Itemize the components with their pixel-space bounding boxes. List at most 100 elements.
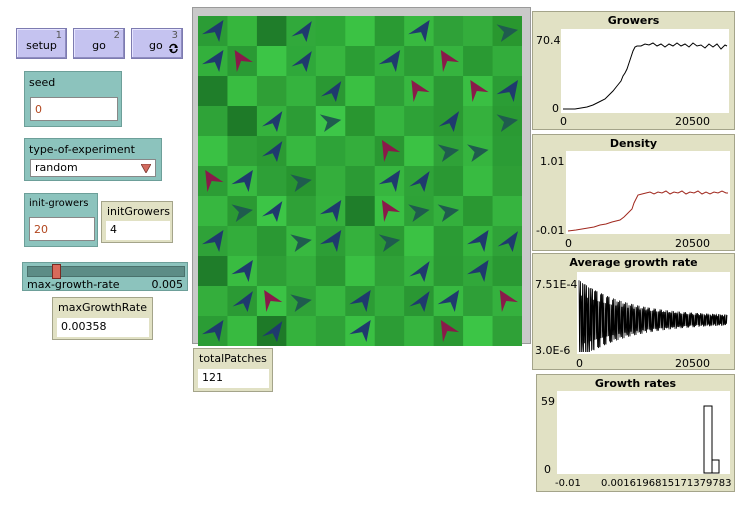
turtle-maroon [470,80,489,102]
total-patches-monitor-label: totalPatches [199,352,267,365]
max-growth-rate-monitor: maxGrowthRate 0.00358 [52,297,153,340]
turtle-blue [231,260,253,282]
patch [345,16,376,47]
patch [492,166,522,197]
turtle-blue [291,21,312,42]
growth-rates-xmin: -0.01 [555,478,581,489]
turtle-maroon [499,290,518,312]
turtle-blue [202,50,224,72]
patch [463,286,494,317]
turtle-blue [378,50,401,72]
seed-label: seed [29,76,56,89]
patch [256,76,287,107]
turtle-blue [261,201,283,222]
setup-button[interactable]: 1 setup [16,28,67,59]
patch [315,166,346,197]
patch [227,16,258,47]
density-series-line [567,190,728,232]
init-growers-input-widget[interactable]: init-growers 20 [24,193,98,247]
patch [286,196,317,227]
slider-knob[interactable] [51,264,61,279]
turtle-maroon [205,170,224,192]
patch [256,16,287,47]
go-once-button[interactable]: 2 go [73,28,125,59]
patch [345,46,376,77]
patch [492,256,522,287]
type-of-experiment-chooser[interactable]: type-of-experiment random [24,138,162,181]
growers-plot-title: Growers [607,14,660,27]
patch-grid[interactable] [198,16,522,346]
patch [492,136,522,167]
average-growth-rate-series-line [578,280,728,353]
histogram-bar-high [703,405,713,474]
patch [433,46,464,77]
patch [227,46,258,77]
patch [286,106,317,137]
go-forever-button[interactable]: 3 go [131,28,183,59]
patch [433,166,464,197]
turtle-teal [437,204,460,222]
patch [345,106,376,137]
turtle-blue [231,170,253,192]
max-growth-rate-monitor-value: 0.00358 [57,318,149,337]
patch [374,316,405,346]
patch [315,256,346,287]
patch [374,136,405,167]
patch [374,256,405,287]
slider-track[interactable] [27,266,185,277]
growers-series-line [563,42,728,110]
turtle-teal [290,294,312,312]
turtle-blue [438,111,460,132]
turtle-blue [409,291,430,312]
patch [404,136,435,167]
density-plot-canvas [566,151,730,234]
patch [227,76,258,107]
patch [374,106,405,137]
growers-ymin: 0 [552,102,559,115]
dropdown-arrow-icon [141,164,151,173]
turtle-teal [496,114,518,132]
patch [492,196,522,227]
turtle-blue [291,51,312,72]
init-growers-input[interactable]: 20 [29,217,95,241]
patch [404,76,435,107]
turtle-blue [349,320,371,342]
patch [315,16,346,47]
turtle-maroon [381,140,401,162]
turtle-maroon [264,290,283,312]
seed-input[interactable]: 0 [30,97,118,121]
turtle-teal [467,144,489,162]
turtle-blue [319,230,342,252]
turtle-blue [202,230,224,252]
turtle-teal [437,144,460,162]
turtle-blue [349,290,371,312]
seed-input-widget[interactable]: seed 0 [24,71,122,127]
avg-growth-xmax: 20500 [675,357,710,370]
patch [315,286,346,317]
init-growers-label: init-growers [29,198,89,209]
world-view[interactable] [192,7,531,346]
patch [433,76,464,107]
patch [256,226,287,257]
total-patches-monitor-value: 121 [198,369,269,388]
patch [198,196,228,227]
patch [492,286,522,317]
type-of-experiment-select[interactable]: random [30,159,156,177]
patch [256,166,287,197]
patch [374,286,405,317]
turtle-teal [408,204,430,222]
max-growth-rate-slider[interactable]: max-growth-rate 0.005 [22,262,188,291]
average-growth-rate-plot-title: Average growth rate [569,256,698,269]
patch [286,256,317,287]
patch [286,136,317,167]
patch [492,46,522,77]
turtle-blue [261,141,283,162]
patch [404,106,435,137]
avg-growth-xmin: 0 [576,357,583,370]
patch [345,226,376,257]
patch [227,136,258,167]
patch [345,256,376,287]
turtle-blue [232,291,253,312]
patch [463,76,494,107]
patch [374,76,405,107]
